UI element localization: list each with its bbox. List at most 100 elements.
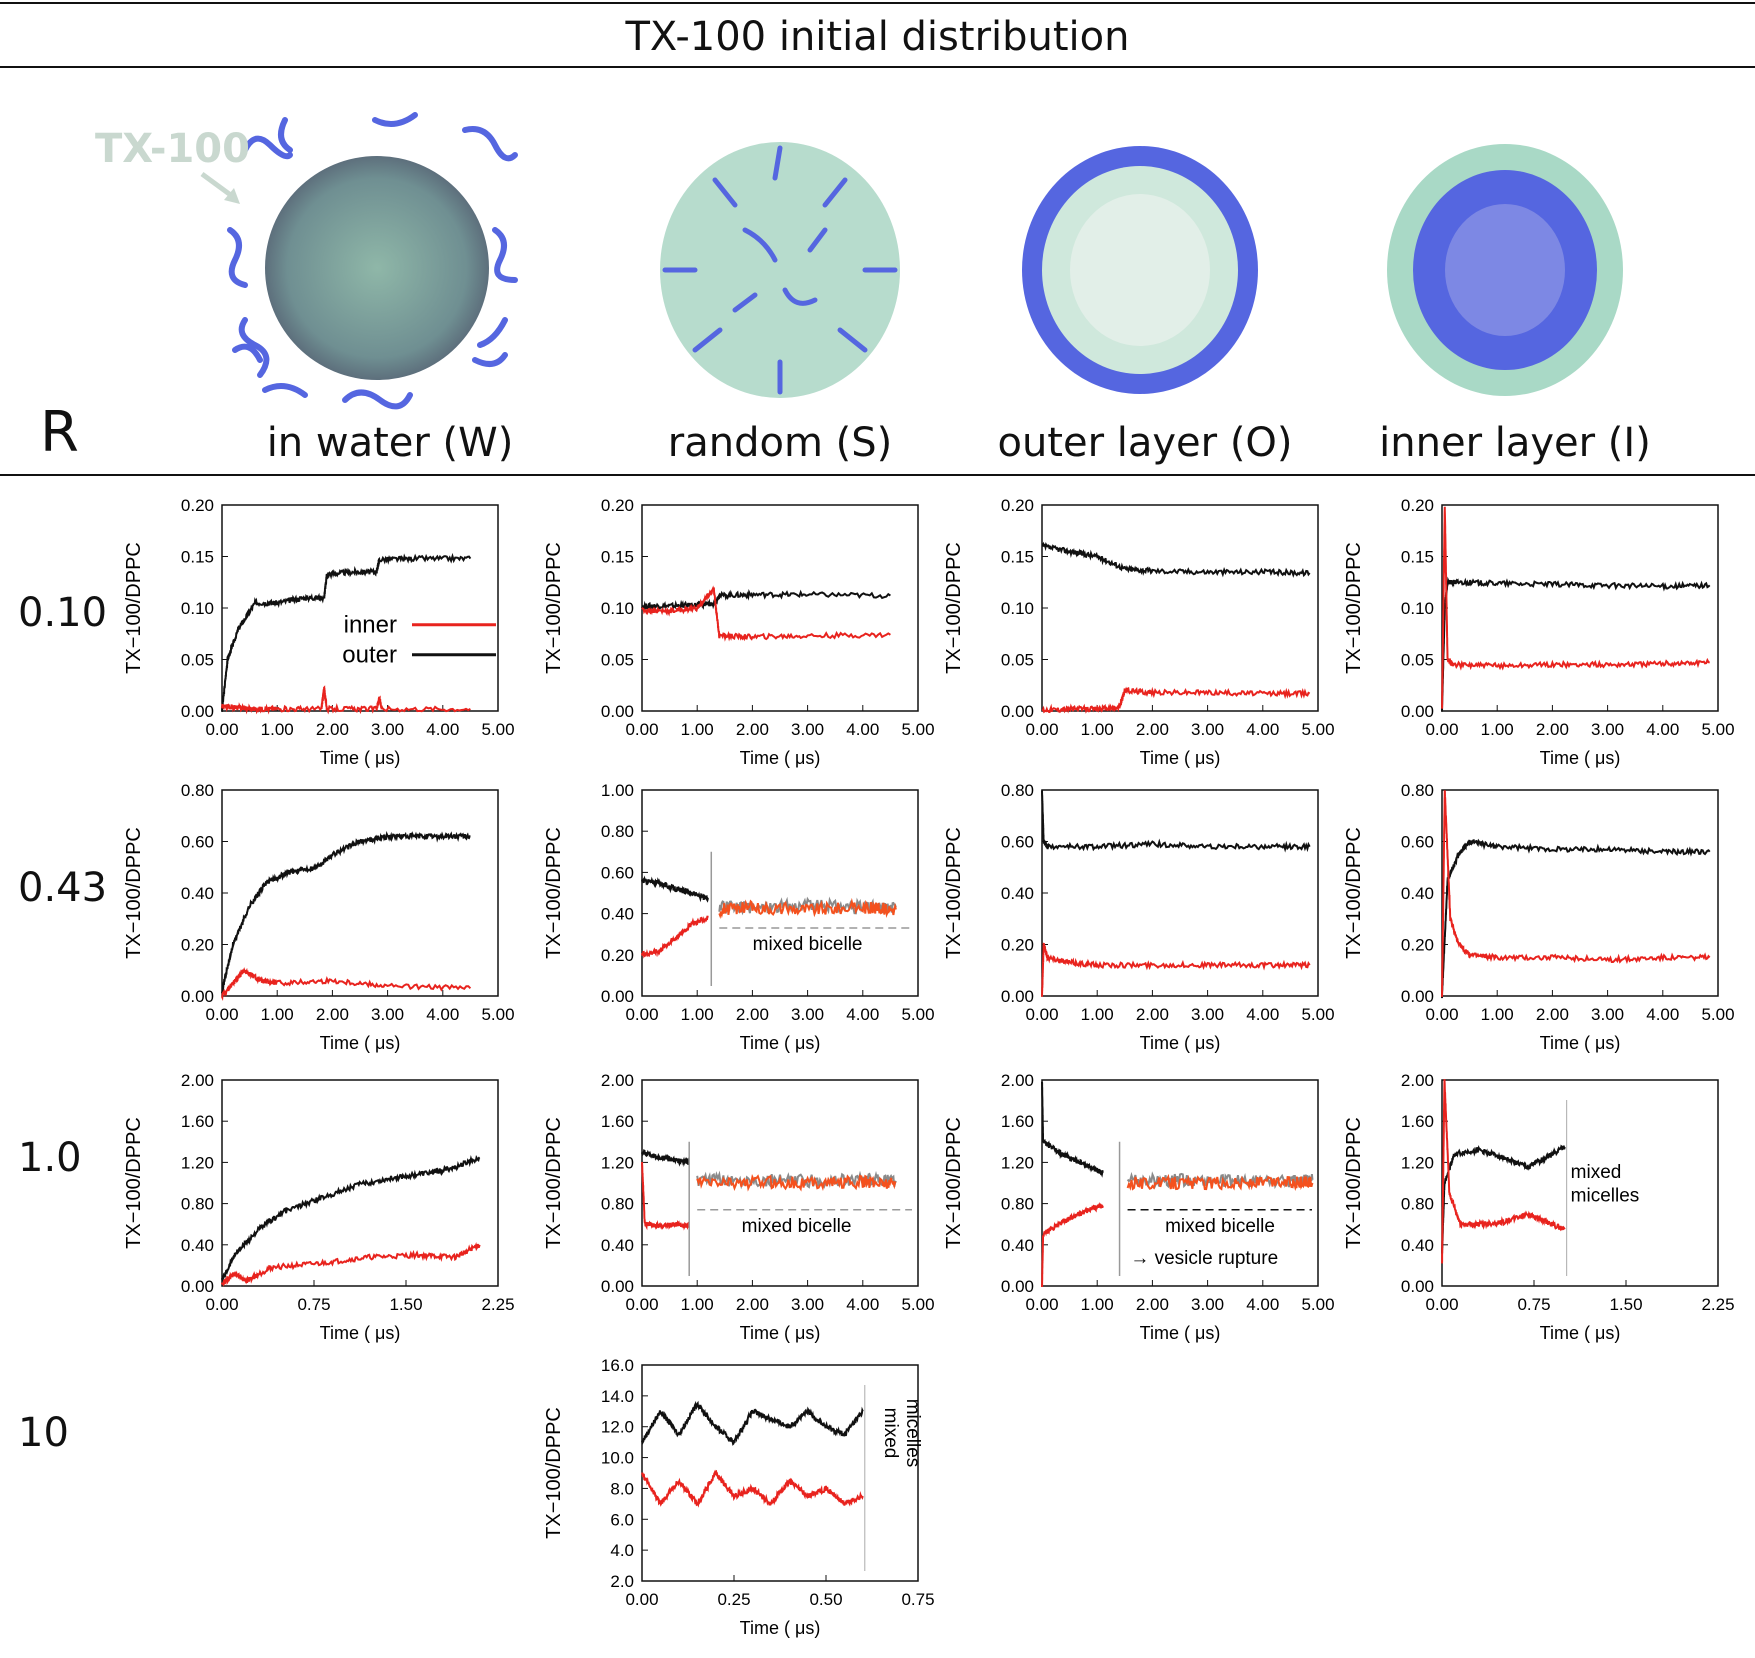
x-tick-label: 3.00 bbox=[1591, 1005, 1624, 1024]
plot-frame bbox=[641, 789, 919, 997]
x-tick-label: 1.00 bbox=[1081, 1005, 1114, 1024]
x-tick-label: 2.00 bbox=[736, 720, 769, 739]
series-inner bbox=[1041, 686, 1311, 714]
y-tick-label: 0.10 bbox=[601, 599, 634, 618]
x-tick-label: 3.00 bbox=[371, 1005, 404, 1024]
legend-outer-label: outer bbox=[342, 642, 397, 669]
y-tick-label: 2.0 bbox=[610, 1572, 634, 1591]
x-tick-label: 5.00 bbox=[1701, 720, 1734, 739]
annotation-mixed-bicelle: mixed bicelle bbox=[1165, 1216, 1275, 1237]
x-axis-label: Time ( μs) bbox=[1540, 748, 1621, 768]
series-outer bbox=[221, 552, 472, 712]
series-inner bbox=[221, 1242, 481, 1287]
chart-water-r043: 0.00 0.20 0.40 0.60 0.80 0.00 1.00 2.00 3.00 4.00… bbox=[123, 781, 515, 1053]
y-tick-label: 1.60 bbox=[1401, 1112, 1434, 1131]
annotation-micelles: micelles bbox=[1571, 1186, 1640, 1207]
x-tick-label: 1.00 bbox=[1481, 1005, 1514, 1024]
x-axis-label: Time ( μs) bbox=[320, 748, 401, 768]
x-tick-label: 5.00 bbox=[901, 1295, 934, 1314]
x-tick-label: 0.00 bbox=[1425, 1295, 1458, 1314]
y-tick-label: 0.00 bbox=[601, 1277, 634, 1296]
y-tick-label: 0.10 bbox=[181, 599, 214, 618]
row-label-0-43: 0.43 bbox=[18, 865, 108, 911]
chart-water-r10: 0.00 0.40 0.80 1.20 1.60 2.00 0.00 0.75 1.50 2.25… bbox=[123, 1071, 515, 1343]
y-tick-label: 0.40 bbox=[1001, 884, 1034, 903]
y-tick-label: 0.00 bbox=[181, 987, 214, 1006]
column-head-random: random (S) bbox=[667, 420, 893, 466]
y-tick-label: 0.00 bbox=[601, 987, 634, 1006]
x-axis-label: Time ( μs) bbox=[1540, 1323, 1621, 1343]
y-tick-label: 0.40 bbox=[1001, 1236, 1034, 1255]
series-outer bbox=[221, 830, 471, 994]
x-axis-label: Time ( μs) bbox=[740, 1618, 821, 1638]
y-tick-label: 0.40 bbox=[181, 1236, 214, 1255]
x-tick-label: 0.00 bbox=[205, 720, 238, 739]
column-head-water: in water (W) bbox=[266, 420, 514, 466]
y-axis-label: TX−100/DPPC bbox=[123, 1117, 145, 1249]
y-tick-label: 2.00 bbox=[1401, 1071, 1434, 1090]
series-inner bbox=[1041, 942, 1311, 997]
x-axis-label: Time ( μs) bbox=[320, 1323, 401, 1343]
x-tick-label: 5.00 bbox=[1301, 720, 1334, 739]
x-tick-label: 0.00 bbox=[1025, 720, 1058, 739]
y-tick-label: 0.80 bbox=[601, 1195, 634, 1214]
x-tick-label: 1.00 bbox=[261, 720, 294, 739]
x-tick-label: 0.00 bbox=[625, 1005, 658, 1024]
x-tick-label: 2.25 bbox=[481, 1295, 514, 1314]
y-tick-label: 0.60 bbox=[1001, 833, 1034, 852]
y-tick-label: 0.20 bbox=[601, 496, 634, 515]
y-tick-label: 0.40 bbox=[1401, 884, 1434, 903]
y-tick-label: 0.80 bbox=[181, 781, 214, 800]
x-tick-label: 4.00 bbox=[1646, 720, 1679, 739]
x-tick-label: 4.00 bbox=[846, 1005, 879, 1024]
y-tick-label: 0.00 bbox=[181, 702, 214, 721]
x-axis-label: Time ( μs) bbox=[740, 748, 821, 768]
x-tick-label: 2.00 bbox=[736, 1005, 769, 1024]
x-tick-label: 2.00 bbox=[1536, 1005, 1569, 1024]
x-tick-label: 4.00 bbox=[1246, 720, 1279, 739]
tx-100-arrow bbox=[200, 171, 240, 204]
x-tick-label: 3.00 bbox=[1191, 720, 1224, 739]
y-tick-label: 0.05 bbox=[601, 651, 634, 670]
y-axis-label: TX−100/DPPC bbox=[123, 542, 145, 674]
y-tick-label: 16.0 bbox=[601, 1356, 634, 1375]
y-axis-label: TX−100/DPPC bbox=[543, 1407, 565, 1539]
vesicle-in-water-image bbox=[227, 112, 518, 410]
series-inner bbox=[1441, 506, 1711, 709]
series-inner bbox=[221, 967, 472, 1001]
x-tick-label: 0.00 bbox=[1025, 1005, 1058, 1024]
series-mixed-orange bbox=[1126, 1173, 1314, 1192]
series-inner bbox=[641, 915, 709, 959]
y-tick-label: 0.00 bbox=[1001, 702, 1034, 721]
y-tick-label: 0.60 bbox=[601, 863, 634, 882]
y-tick-label: 0.15 bbox=[1001, 548, 1034, 567]
x-tick-label: 0.75 bbox=[901, 1590, 934, 1609]
x-tick-label: 2.00 bbox=[316, 720, 349, 739]
x-tick-label: 4.00 bbox=[846, 1295, 879, 1314]
y-axis-label: TX−100/DPPC bbox=[123, 827, 145, 959]
x-axis-label: Time ( μs) bbox=[1140, 1033, 1221, 1053]
x-tick-label: 5.00 bbox=[901, 720, 934, 739]
r-axis-label: R bbox=[40, 400, 79, 465]
y-tick-label: 0.00 bbox=[1401, 702, 1434, 721]
y-tick-label: 0.05 bbox=[181, 651, 214, 670]
chart-random-r10: 0.00 0.40 0.80 1.20 1.60 2.00 0.00 1.00 2.00 3.00… bbox=[543, 1071, 935, 1343]
y-tick-label: 0.40 bbox=[601, 1236, 634, 1255]
series-outer bbox=[1441, 576, 1711, 712]
y-tick-label: 0.20 bbox=[1001, 936, 1034, 955]
plot-frame bbox=[1041, 1079, 1319, 1287]
y-tick-label: 8.0 bbox=[610, 1479, 634, 1498]
x-tick-label: 3.00 bbox=[1191, 1005, 1224, 1024]
y-tick-label: 0.20 bbox=[181, 936, 214, 955]
x-tick-label: 5.00 bbox=[901, 1005, 934, 1024]
y-tick-label: 0.00 bbox=[181, 1277, 214, 1296]
plot-frame bbox=[221, 504, 499, 712]
y-tick-label: 0.00 bbox=[1001, 1277, 1034, 1296]
y-tick-label: 0.20 bbox=[1401, 496, 1434, 515]
vesicle-random-image bbox=[660, 142, 900, 398]
x-tick-label: 1.00 bbox=[1081, 1295, 1114, 1314]
x-tick-label: 1.00 bbox=[1081, 720, 1114, 739]
x-tick-label: 5.00 bbox=[1301, 1295, 1334, 1314]
y-tick-label: 1.20 bbox=[601, 1153, 634, 1172]
y-tick-label: 0.80 bbox=[1001, 781, 1034, 800]
